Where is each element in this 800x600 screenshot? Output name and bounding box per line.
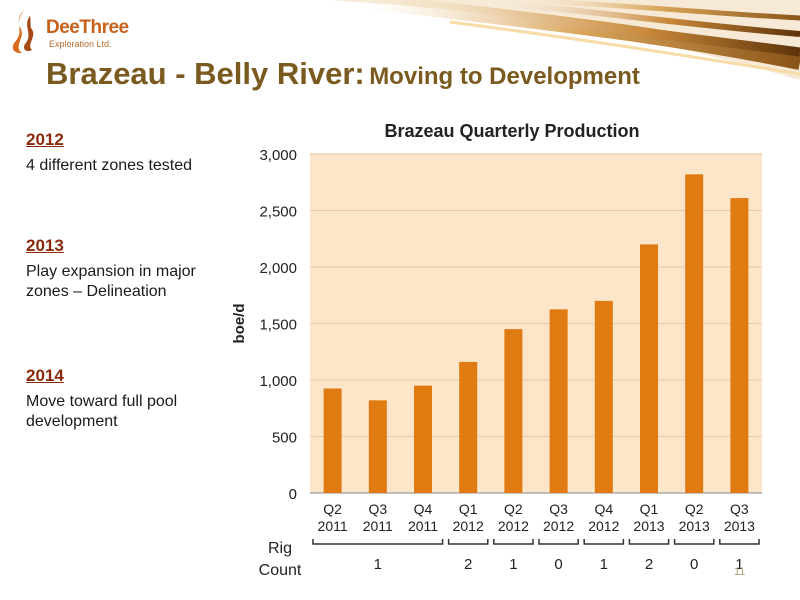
bar [549,309,568,493]
y-tick-label: 2,000 [259,260,297,277]
y-tick-label: 500 [272,430,297,447]
rig-count-value: 0 [554,556,562,573]
y-axis-label: boe/d [231,304,248,344]
point-2014: 2014 Move toward full pool development [26,366,226,432]
rig-count-label: Count [259,562,302,579]
slide-title: Brazeau - Belly River: Moving to Develop… [46,56,640,92]
rig-count-bracket [673,539,715,545]
slide-title-sub: Moving to Development [369,63,640,90]
point-heading: 2014 [26,366,64,385]
rig-count-bracket [493,539,534,545]
x-tick-label: Q1 2013 [633,501,664,534]
point-heading: 2012 [26,130,64,149]
y-tick-label: 1,000 [259,373,297,390]
rig-count-bracket [312,539,444,545]
x-tick-label: Q3 2011 [363,501,393,534]
header-swirl-decoration [330,0,800,80]
x-tick-label: Q4 2011 [408,501,438,534]
rig-count-value: 1 [509,556,517,573]
rig-count-bracket [447,539,489,545]
slide-title-main: Brazeau - Belly River: [46,56,365,91]
point-text: Play expansion in major zones – Delineat… [26,263,196,300]
rig-count-bracket [719,539,760,545]
rig-count-value: 0 [690,556,698,573]
x-tick-label: Q4 2012 [588,501,619,534]
rig-count-value: 2 [645,556,653,573]
y-tick-label: 0 [289,486,297,503]
page-number: 11 [734,566,746,578]
bar [323,388,342,493]
point-2013: 2013 Play expansion in major zones – Del… [26,236,226,302]
rig-count-value: 2 [464,556,472,573]
point-heading: 2013 [26,236,64,255]
flame-logo-icon [12,10,34,54]
rig-count-bracket [538,539,579,545]
rig-count-value: 1 [374,556,382,573]
chart-title: Brazeau Quarterly Production [384,121,639,141]
y-tick-label: 3,000 [259,147,297,164]
rig-count-bracket [583,539,625,545]
bar [640,244,658,493]
x-tick-label: Q3 2013 [724,501,755,534]
y-tick-label: 1,500 [259,317,297,334]
logo-subtitle: Exploration Ltd. [49,39,112,49]
rig-count-label: Rig [268,540,292,557]
x-tick-label: Q2 2013 [679,501,710,534]
x-tick-label: Q2 2011 [318,501,348,534]
bar [459,361,478,493]
bar [685,174,704,493]
company-logo: DeeThree Exploration Ltd. [6,8,129,58]
bar [594,300,613,493]
x-tick-label: Q3 2012 [543,501,574,534]
y-tick-label: 2,500 [259,204,297,221]
rig-count-value: 1 [600,556,608,573]
point-2012: 2012 4 different zones tested [26,130,226,176]
rig-count-value: 1 [735,556,743,573]
bar [504,329,523,493]
bar [414,385,432,493]
point-text: Move toward full pool development [26,393,178,430]
x-tick-label: Q1 2012 [453,501,484,534]
rig-count-bracket [628,539,670,545]
x-tick-label: Q2 2012 [498,501,529,534]
bar [368,400,387,493]
point-text: 4 different zones tested [26,157,193,174]
bar [730,198,749,493]
logo-name: DeeThree [46,17,129,38]
